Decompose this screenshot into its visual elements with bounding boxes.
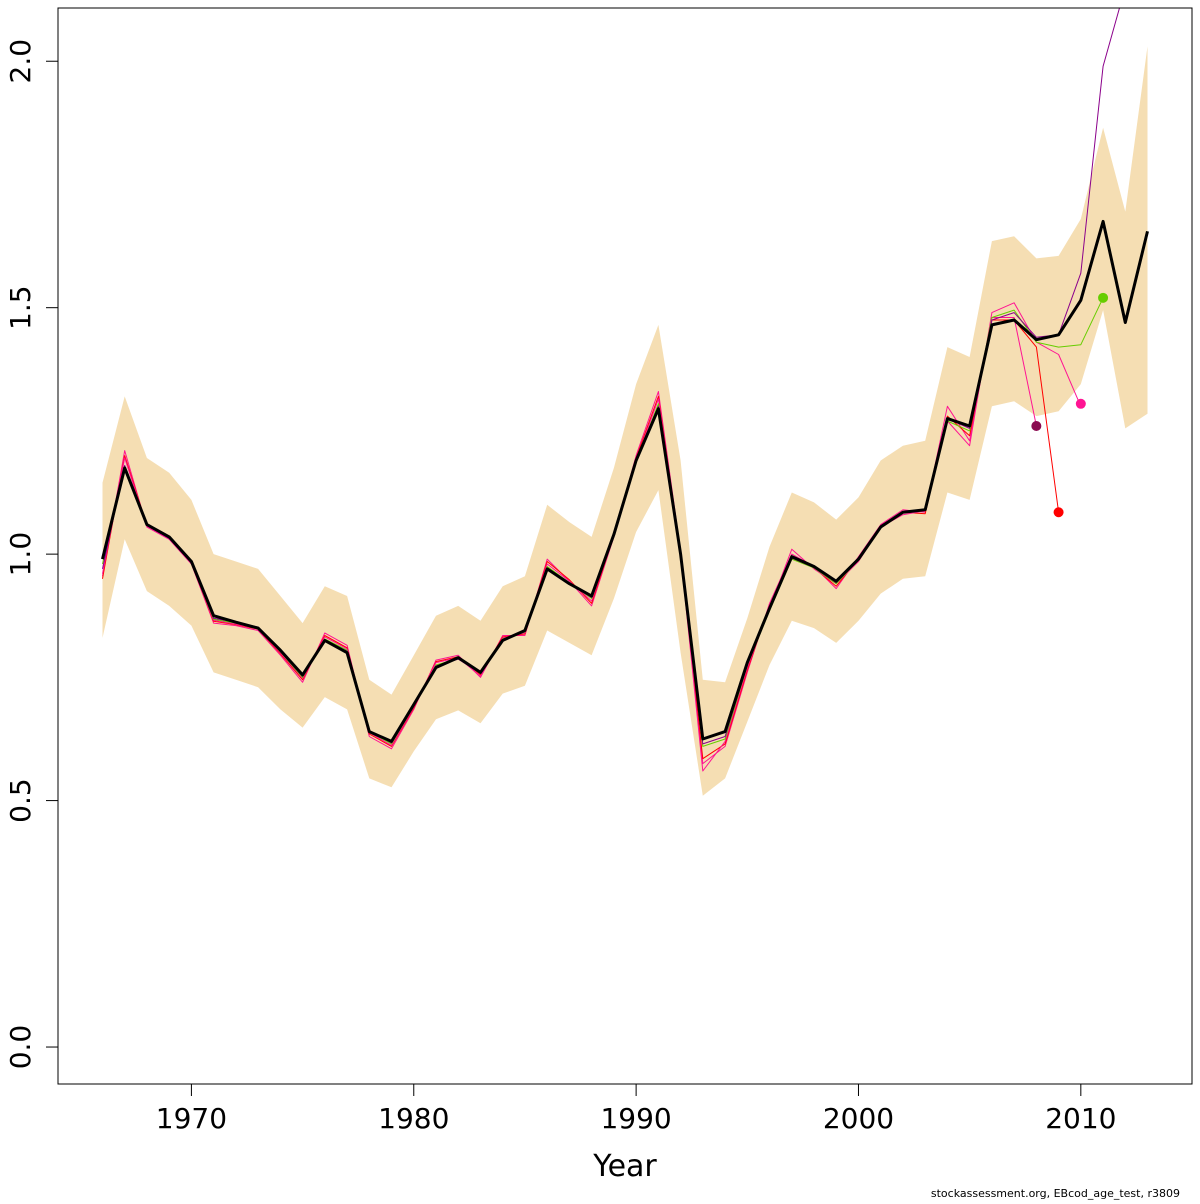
series-layer [101, 8, 1149, 772]
y-tick-label: 1.0 [4, 532, 37, 577]
y-tick-label: 1.5 [4, 285, 37, 330]
x-axis: 1970 1980 1990 2000 2010 [156, 1083, 1116, 1135]
y-tick-label: 0.5 [4, 778, 37, 823]
credit-text: stockassessment.org, EBcod_age_test, r38… [931, 1187, 1180, 1200]
series-line-main [101, 219, 1149, 743]
end-point-marker [1098, 292, 1109, 303]
y-tick-label: 2.0 [4, 39, 37, 84]
end-point-marker [1031, 420, 1042, 431]
x-tick-label: 2000 [823, 1102, 894, 1135]
x-tick-label: 2010 [1045, 1102, 1116, 1135]
confidence-band [102, 46, 1148, 796]
end-point-marker [1053, 507, 1064, 518]
end-points-layer [1031, 292, 1109, 518]
x-tick-label: 1970 [156, 1102, 227, 1135]
x-tick-label: 1990 [600, 1102, 671, 1135]
confidence-band-layer [102, 46, 1148, 796]
y-axis: 0.0 0.5 1.0 1.5 2.0 [4, 39, 59, 1070]
end-point-marker [1075, 398, 1086, 409]
y-tick-label: 0.0 [4, 1025, 37, 1070]
x-axis-title: Year [592, 1149, 657, 1184]
x-tick-label: 1980 [378, 1102, 449, 1135]
